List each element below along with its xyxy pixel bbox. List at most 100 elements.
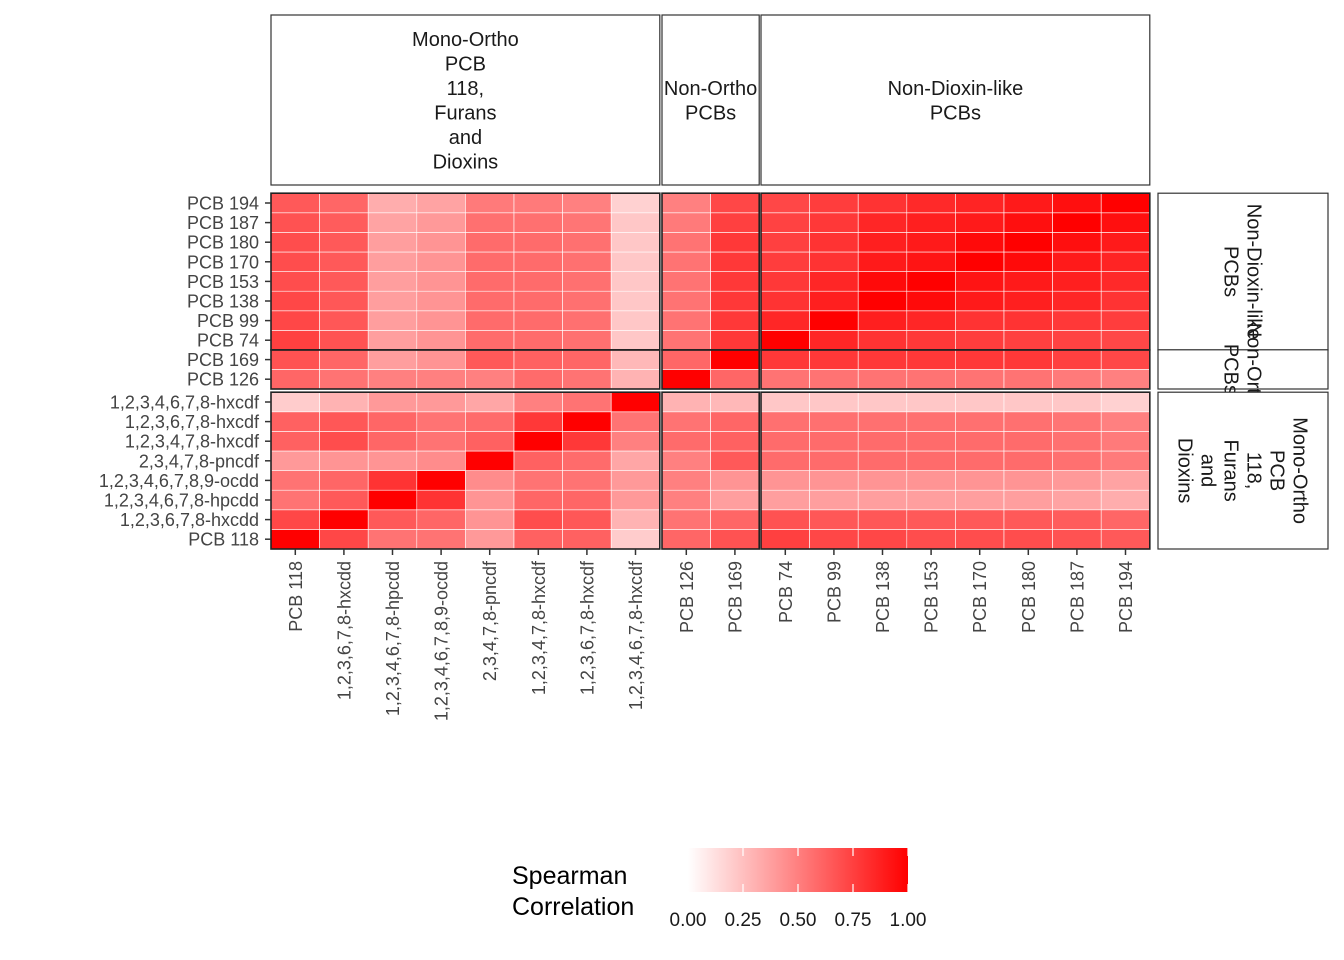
heatmap-cell-pcb-187-x-pcb-118 — [270, 212, 320, 233]
heatmap-cell-pcb-187-x-1-2-3-6-7-8-hxcdd — [319, 212, 369, 233]
heatmap-cell-1-2-3-4-6-7-8-9-ocdd-x-1-2-3-4-6-7-8-hxcdf — [610, 470, 661, 491]
y-tick-label-1-2-3-6-7-8-hxcdd: 1,2,3,6,7,8-hxcdd — [120, 510, 259, 530]
legend-tick-label: 0.00 — [670, 910, 707, 931]
right-strip-label-mono: 118, — [1243, 452, 1265, 489]
panel-border-mono-mono — [270, 391, 661, 550]
heatmap-cell-pcb-194-x-pcb-169 — [710, 192, 760, 214]
heatmap-cell-1-2-3-4-7-8-hxcdf-x-pcb-153 — [906, 431, 956, 452]
heatmap-cell-pcb-153-x-pcb-99 — [809, 271, 859, 292]
heatmap-cell-2-3-4-7-8-pncdf-x-2-3-4-7-8-pncdf — [465, 450, 515, 471]
heatmap-cell-1-2-3-6-7-8-hxcdf-x-1-2-3-4-6-7-8-hpcdd — [367, 411, 418, 432]
y-tick-label-2-3-4-7-8-pncdf: 2,3,4,7,8-pncdf — [139, 451, 260, 471]
heatmap-cell-pcb-169-x-1-2-3-6-7-8-hxcdd — [319, 349, 369, 370]
heatmap-cell-1-2-3-6-7-8-hxcdd-x-pcb-99 — [809, 509, 859, 530]
heatmap-cell-1-2-3-4-6-7-8-hpcdd-x-1-2-3-4-6-7-8-9-ocdd — [416, 489, 466, 511]
heatmap-cell-pcb-99-x-pcb-170 — [955, 310, 1005, 331]
heatmap-cell-pcb-126-x-pcb-118 — [270, 369, 320, 390]
heatmap-cell-1-2-3-4-6-7-8-9-ocdd-x-pcb-138 — [857, 470, 908, 491]
x-tick-label-pcb-187: PCB 187 — [1067, 561, 1087, 633]
heatmap-cell-pcb-194-x-pcb-180 — [1003, 192, 1053, 214]
heatmap-cell-pcb-187-x-2-3-4-7-8-pncdf — [465, 212, 515, 233]
heatmap-cell-1-2-3-4-6-7-8-hxcdf-x-pcb-138 — [857, 391, 908, 413]
heatmap-cell-pcb-153-x-pcb-74 — [760, 271, 810, 292]
top-strip-label-nondioxin: PCBs — [930, 102, 981, 124]
top-strip-label-nondioxin: Non-Dioxin-like — [888, 78, 1024, 100]
panel-border-mono-nondioxin — [760, 391, 1151, 550]
y-tick-label-pcb-153: PCB 153 — [187, 272, 259, 292]
heatmap-cell-pcb-118-x-1-2-3-4-6-7-8-hxcdf — [610, 529, 661, 550]
heatmap-cell-pcb-169-x-pcb-138 — [857, 349, 908, 370]
heatmap-cell-1-2-3-6-7-8-hxcdf-x-pcb-187 — [1052, 411, 1102, 432]
heatmap-cell-pcb-169-x-pcb-126 — [661, 349, 711, 370]
heatmap-cell-1-2-3-4-6-7-8-9-ocdd-x-pcb-99 — [809, 470, 859, 491]
heatmap-cell-1-2-3-6-7-8-hxcdf-x-pcb-170 — [955, 411, 1005, 432]
heatmap-cell-pcb-187-x-pcb-74 — [760, 212, 810, 233]
x-tick-label-pcb-118: PCB 118 — [286, 561, 306, 632]
heatmap-cell-pcb-118-x-2-3-4-7-8-pncdf — [465, 529, 515, 550]
top-strip-label-mono: and — [449, 127, 482, 149]
heatmap-cell-pcb-74-x-1-2-3-4-6-7-8-9-ocdd — [416, 330, 466, 351]
heatmap-cell-1-2-3-4-7-8-hxcdf-x-pcb-169 — [710, 431, 760, 452]
heatmap-cell-pcb-194-x-pcb-74 — [760, 192, 810, 214]
panel-border-nondioxin-nondioxin — [760, 192, 1151, 351]
heatmap-cell-1-2-3-4-6-7-8-hpcdd-x-1-2-3-4-7-8-hxcdf — [513, 489, 563, 511]
heatmap-cell-pcb-126-x-pcb-180 — [1003, 369, 1053, 390]
heatmap-cell-pcb-187-x-1-2-3-4-6-7-8-hpcdd — [367, 212, 418, 233]
right-strip-label-mono: PCB — [1266, 450, 1288, 491]
heatmap-cell-pcb-169-x-pcb-99 — [809, 349, 859, 370]
heatmap-cell-pcb-170-x-1-2-3-4-6-7-8-hpcdd — [367, 251, 418, 272]
heatmap-cell-pcb-118-x-pcb-126 — [661, 529, 711, 550]
right-strip-mono — [1157, 391, 1329, 550]
top-strip-label-mono: Furans — [434, 102, 496, 124]
heatmap-cell-1-2-3-6-7-8-hxcdf-x-pcb-74 — [760, 411, 810, 432]
heatmap-cell-1-2-3-4-6-7-8-hxcdf-x-pcb-126 — [661, 391, 711, 413]
heatmap-cell-1-2-3-4-7-8-hxcdf-x-1-2-3-6-7-8-hxcdf — [562, 431, 612, 452]
heatmap-cell-pcb-169-x-pcb-180 — [1003, 349, 1053, 370]
heatmap-cell-1-2-3-6-7-8-hxcdd-x-pcb-118 — [270, 509, 320, 530]
top-strip-nondioxin — [760, 14, 1151, 186]
heatmap-cell-1-2-3-4-6-7-8-9-ocdd-x-pcb-180 — [1003, 470, 1053, 491]
heatmap-cell-pcb-126-x-1-2-3-6-7-8-hxcdf — [562, 369, 612, 390]
panel-border-nondioxin-nonortho — [661, 192, 760, 351]
heatmap-cell-1-2-3-4-6-7-8-hxcdf-x-1-2-3-4-6-7-8-hxcdf — [610, 391, 661, 413]
heatmap-cell-1-2-3-4-6-7-8-hxcdf-x-pcb-187 — [1052, 391, 1102, 413]
legend-tick-label: 0.50 — [780, 910, 817, 931]
heatmap-cell-2-3-4-7-8-pncdf-x-pcb-74 — [760, 450, 810, 471]
heatmap-cell-pcb-170-x-pcb-138 — [857, 251, 908, 272]
heatmap-cell-pcb-99-x-pcb-99 — [809, 310, 859, 331]
heatmap-cell-2-3-4-7-8-pncdf-x-1-2-3-4-6-7-8-hpcdd — [367, 450, 418, 471]
heatmap-cell-1-2-3-4-6-7-8-hxcdf-x-1-2-3-4-6-7-8-hpcdd — [367, 391, 418, 413]
y-tick-label-pcb-187: PCB 187 — [187, 213, 259, 233]
heatmap-cell-pcb-170-x-1-2-3-4-6-7-8-hxcdf — [610, 251, 661, 272]
top-strip-label-nonortho: PCBs — [685, 102, 736, 124]
heatmap-cell-pcb-170-x-pcb-126 — [661, 251, 711, 272]
heatmap-cell-pcb-187-x-pcb-169 — [710, 212, 760, 233]
heatmap-cell-pcb-99-x-pcb-169 — [710, 310, 760, 331]
top-strip-label-mono: PCB — [445, 53, 486, 75]
heatmap-cell-1-2-3-6-7-8-hxcdf-x-pcb-180 — [1003, 411, 1053, 432]
heatmap-cell-pcb-169-x-pcb-74 — [760, 349, 810, 370]
heatmap-cell-pcb-118-x-1-2-3-6-7-8-hxcdd — [319, 529, 369, 550]
heatmap-cell-pcb-99-x-1-2-3-6-7-8-hxcdf — [562, 310, 612, 331]
heatmap-cell-pcb-74-x-pcb-138 — [857, 330, 908, 351]
heatmap-cell-pcb-99-x-1-2-3-6-7-8-hxcdd — [319, 310, 369, 331]
heatmap-cell-pcb-138-x-1-2-3-4-6-7-8-hpcdd — [367, 290, 418, 312]
heatmap-cell-pcb-74-x-1-2-3-4-6-7-8-hxcdf — [610, 330, 661, 351]
heatmap-cell-pcb-180-x-pcb-118 — [270, 232, 320, 253]
heatmap-cell-pcb-74-x-pcb-99 — [809, 330, 859, 351]
heatmap-cell-1-2-3-6-7-8-hxcdf-x-pcb-126 — [661, 411, 711, 432]
heatmap-cell-1-2-3-4-6-7-8-hxcdf-x-pcb-194 — [1100, 391, 1151, 413]
legend-title: Spearman — [512, 862, 627, 890]
heatmap-cell-2-3-4-7-8-pncdf-x-1-2-3-6-7-8-hxcdf — [562, 450, 612, 471]
heatmap-cell-1-2-3-4-6-7-8-hxcdf-x-2-3-4-7-8-pncdf — [465, 391, 515, 413]
heatmap-cell-pcb-170-x-pcb-99 — [809, 251, 859, 272]
heatmap-cell-pcb-99-x-pcb-138 — [857, 310, 908, 331]
heatmap-cell-1-2-3-4-6-7-8-hpcdd-x-pcb-180 — [1003, 489, 1053, 511]
heatmap-cell-pcb-118-x-pcb-74 — [760, 529, 810, 550]
heatmap-cell-pcb-126-x-2-3-4-7-8-pncdf — [465, 369, 515, 390]
heatmap-cell-1-2-3-6-7-8-hxcdd-x-pcb-153 — [906, 509, 956, 530]
panel-border-nondioxin-mono — [270, 192, 661, 351]
y-tick-label-pcb-138: PCB 138 — [187, 292, 259, 312]
